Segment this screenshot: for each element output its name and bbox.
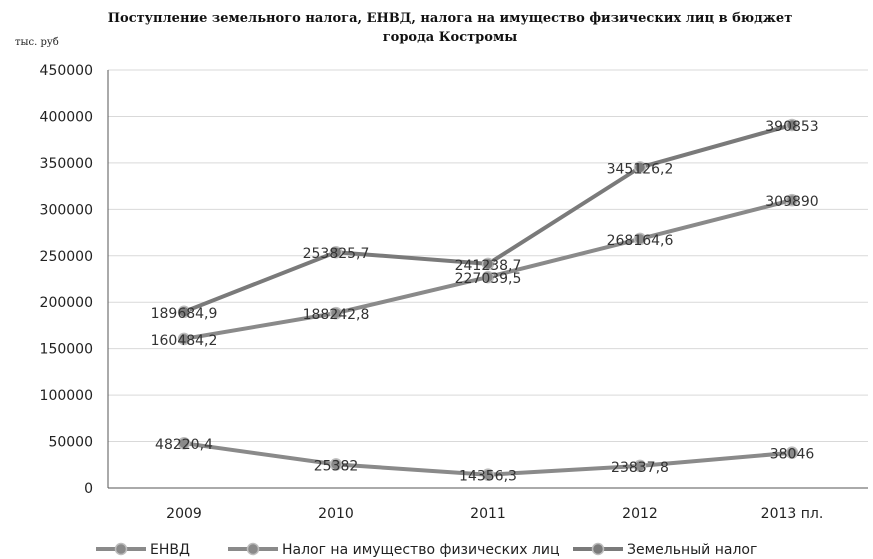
chart-title-line-1: Поступление земельного налога, ЕНВД, нал… bbox=[107, 11, 793, 26]
chart-title-line-2: города Костромы bbox=[382, 30, 518, 45]
data-point bbox=[329, 458, 343, 471]
y-tick-label: 300000 bbox=[40, 202, 93, 218]
data-label: 268164,6 bbox=[607, 233, 674, 249]
y-tick-label: 400000 bbox=[40, 109, 93, 125]
y-tick-label: 100000 bbox=[40, 388, 93, 404]
x-tick-label: 2010 bbox=[318, 506, 354, 522]
data-point bbox=[481, 468, 495, 481]
legend-label: ЕНВД bbox=[150, 542, 190, 558]
data-label: 23837,8 bbox=[611, 460, 669, 476]
x-tick-label: 2012 bbox=[622, 506, 658, 522]
data-label: 25382 bbox=[314, 458, 359, 474]
data-point bbox=[633, 161, 647, 174]
legend-label: Земельный налог bbox=[627, 542, 757, 558]
y-axis-unit-label: тыс. руб bbox=[15, 37, 59, 48]
y-tick-label: 250000 bbox=[40, 249, 93, 265]
y-tick-label: 200000 bbox=[40, 295, 93, 311]
data-label: 253825,7 bbox=[303, 246, 370, 262]
x-tick-label: 2009 bbox=[166, 506, 202, 522]
data-point bbox=[329, 306, 343, 320]
data-point bbox=[785, 193, 799, 207]
legend-swatch-marker bbox=[114, 542, 128, 556]
data-point bbox=[785, 118, 799, 132]
data-label: 48220,4 bbox=[155, 437, 213, 453]
x-tick-label: 2011 bbox=[470, 506, 506, 522]
data-point bbox=[785, 446, 799, 459]
y-tick-label: 50000 bbox=[48, 435, 93, 451]
data-label: 241238,7 bbox=[455, 258, 522, 274]
data-label: 14356,3 bbox=[459, 469, 517, 485]
data-label: 309890 bbox=[765, 194, 818, 210]
data-point bbox=[481, 270, 495, 284]
data-point bbox=[481, 257, 495, 271]
x-tick-label: 2013 пл. bbox=[761, 506, 824, 522]
y-tick-label: 150000 bbox=[40, 342, 93, 358]
data-label: 227039,5 bbox=[455, 271, 522, 287]
y-tick-label: 0 bbox=[84, 481, 93, 497]
data-point bbox=[633, 232, 647, 246]
legend-item: Налог на имущество физических лиц bbox=[228, 542, 560, 558]
legend-swatch-marker bbox=[591, 542, 605, 556]
legend-item: Земельный налог bbox=[573, 542, 757, 558]
legend-label: Налог на имущество физических лиц bbox=[282, 542, 560, 558]
y-tick-label: 350000 bbox=[40, 156, 93, 172]
data-point bbox=[177, 305, 191, 319]
data-point bbox=[177, 436, 191, 450]
data-label: 345126,2 bbox=[607, 161, 674, 177]
y-tick-label: 450000 bbox=[40, 63, 93, 79]
legend-item: ЕНВД bbox=[96, 542, 190, 558]
data-label: 160484,2 bbox=[151, 333, 218, 349]
data-label: 38046 bbox=[770, 447, 815, 463]
data-point bbox=[177, 332, 191, 346]
data-label: 189684,9 bbox=[151, 306, 218, 322]
data-point bbox=[329, 245, 343, 259]
data-label: 188242,8 bbox=[303, 307, 370, 323]
legend-swatch-marker bbox=[246, 542, 260, 556]
data-point bbox=[633, 459, 647, 473]
data-label: 390853 bbox=[765, 119, 818, 135]
